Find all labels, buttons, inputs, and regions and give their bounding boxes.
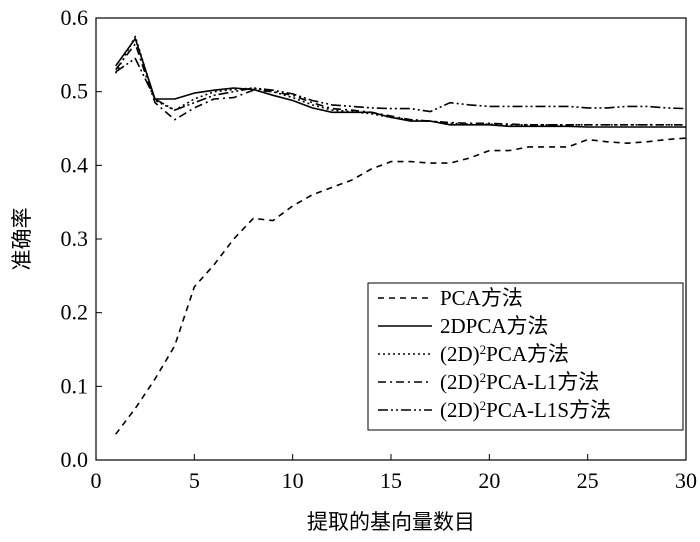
y-tick-label: 0.2 [61, 300, 89, 325]
y-tick-label: 0.6 [61, 5, 89, 30]
y-tick-label: 0.3 [61, 226, 89, 251]
y-tick-label: 0.1 [61, 373, 89, 398]
x-tick-label: 20 [478, 468, 500, 493]
y-tick-label: 0.5 [61, 79, 89, 104]
legend-label-1: PCA方法 [440, 286, 523, 310]
legend-items: PCA方法 2DPCA方法 (2D)2PCA方法 (2D)2PCA-L1方法 (2D)2… [378, 286, 611, 422]
x-tick-label: 5 [189, 468, 200, 493]
series-line-5 [115, 57, 687, 113]
axis-ticks: 0 5 10 15 20 25 30 0.0 0.1 0.2 0.3 0.4 0.5 0.6 [61, 5, 698, 493]
y-tick-label: 0.4 [61, 152, 89, 177]
series-line-3 [114, 35, 686, 126]
series-line-2 [115, 37, 686, 128]
legend-label-3: (2D)2PCA方法 [440, 342, 569, 367]
x-tick-label: 15 [380, 468, 402, 493]
legend-label-4: (2D)2PCA-L1方法 [440, 370, 599, 395]
series-line-1 [115, 137, 687, 435]
legend-label-5: (2D)2PCA-L1S方法 [440, 398, 611, 423]
legend-box [367, 282, 684, 431]
x-axis-title: 提取的基向量数目 [307, 510, 475, 534]
x-tick-label: 30 [675, 468, 697, 493]
series-line-4 [115, 42, 686, 126]
legend: PCA方法 2DPCA方法 (2D)2PCA方法 (2D)2PCA-L1方法 (2D)2… [367, 282, 684, 431]
x-tick-label: 0 [91, 468, 102, 493]
y-axis-title: 准确率 [10, 208, 34, 271]
x-tick-label: 25 [577, 468, 599, 493]
series-layer [114, 35, 687, 435]
y-tick-label: 0.0 [61, 447, 89, 472]
x-tick-label: 10 [282, 468, 304, 493]
legend-label-2: 2DPCA方法 [440, 314, 549, 338]
